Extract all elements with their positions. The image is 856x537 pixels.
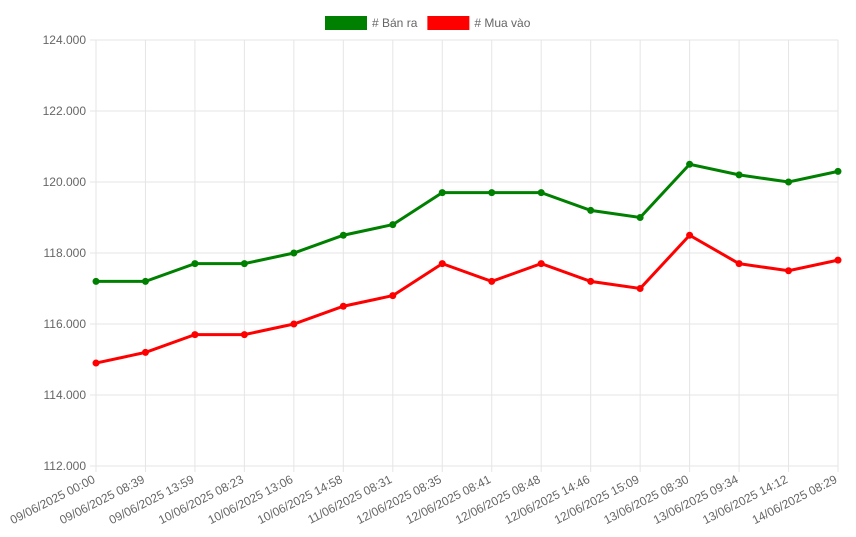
legend-item: # Bán ra — [325, 16, 418, 30]
y-tick-label: 124.000 — [43, 33, 87, 47]
data-point — [191, 260, 199, 268]
data-point — [686, 231, 694, 239]
legend-label: # Bán ra — [372, 16, 418, 30]
data-point — [834, 167, 842, 175]
y-tick-label: 122.000 — [43, 104, 87, 118]
data-point — [339, 302, 347, 310]
legend-label: # Mua vào — [474, 16, 530, 30]
data-point — [735, 171, 743, 179]
data-point — [339, 231, 347, 239]
data-point — [735, 260, 743, 268]
data-point — [141, 348, 149, 356]
data-point — [191, 331, 199, 339]
data-point — [389, 292, 397, 300]
data-point — [488, 277, 496, 285]
data-point — [240, 260, 248, 268]
data-point — [686, 160, 694, 168]
data-point — [834, 256, 842, 264]
data-point — [537, 189, 545, 197]
data-point — [636, 214, 644, 221]
x-tick-label: 10/06/2025 14:58 — [255, 472, 345, 527]
x-tick-label: 13/06/2025 08:30 — [601, 472, 691, 527]
data-point — [290, 320, 298, 328]
x-tick-label: 13/06/2025 14:12 — [700, 472, 790, 527]
series-line — [96, 162, 839, 283]
x-tick-label: 12/06/2025 08:48 — [453, 472, 543, 527]
data-point — [785, 178, 793, 186]
x-tick-label: 12/06/2025 14:46 — [502, 472, 592, 527]
legend-item: # Mua vào — [427, 16, 531, 30]
data-point — [636, 285, 644, 292]
data-point — [389, 221, 397, 229]
x-tick-label: 13/06/2025 09:34 — [651, 472, 741, 527]
y-tick-label: 118.000 — [44, 246, 87, 260]
y-tick-label: 120.000 — [43, 175, 87, 189]
data-point — [785, 267, 793, 275]
legend-swatch — [325, 16, 367, 30]
x-tick-label: 09/06/2025 08:39 — [57, 472, 147, 527]
y-tick-label: 114.000 — [44, 388, 87, 402]
series-line — [95, 233, 839, 365]
x-tick-label: 14/06/2025 08:29 — [750, 472, 840, 527]
data-point — [240, 331, 248, 339]
legend-swatch — [427, 16, 470, 30]
x-tick-label: 10/06/2025 08:23 — [156, 472, 246, 527]
x-tick-label: 09/06/2025 13:59 — [107, 472, 197, 527]
data-point — [537, 260, 545, 268]
x-tick-label: 12/06/2025 08:35 — [354, 472, 444, 527]
y-tick-label: 116.000 — [44, 317, 87, 331]
data-point — [141, 277, 149, 285]
data-point — [438, 260, 446, 268]
data-point — [587, 277, 595, 285]
x-tick-label: 12/06/2025 15:09 — [552, 472, 642, 527]
x-tick-label: 11/06/2025 08:31 — [305, 472, 394, 527]
data-point — [92, 277, 100, 285]
y-tick-label: 112.000 — [44, 459, 87, 473]
x-tick-label: 12/06/2025 08:41 — [403, 472, 493, 527]
data-point — [92, 359, 100, 367]
data-point — [488, 189, 496, 197]
x-tick-label: 09/06/2025 00:00 — [8, 472, 98, 527]
x-tick-label: 10/06/2025 13:06 — [206, 472, 296, 527]
data-point — [438, 189, 446, 197]
data-point — [290, 249, 298, 257]
data-point — [587, 206, 595, 214]
